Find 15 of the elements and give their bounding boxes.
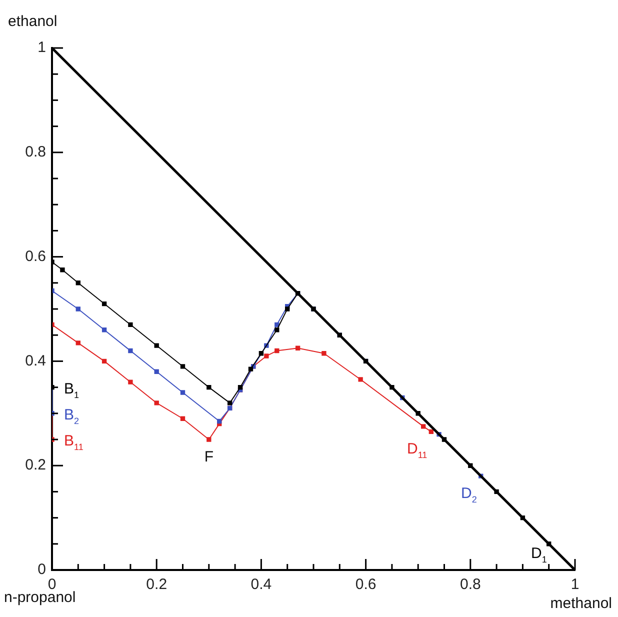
annotation: F	[204, 448, 214, 466]
y-tick-label: 0	[38, 561, 46, 578]
y-tick-label: 0.2	[25, 456, 46, 474]
y-tick-label: 0.4	[25, 352, 46, 370]
y-tick-label: 1	[38, 39, 46, 56]
x-tick-label: 0.6	[355, 576, 376, 594]
y-tick-label: 0.8	[25, 144, 46, 161]
x-tick-label: 0.4	[250, 576, 272, 594]
x-tick-label: 0.2	[146, 576, 168, 594]
y-axis-title: ethanol	[8, 13, 58, 30]
y-tick-label: 0.6	[25, 248, 46, 265]
x-tick-label: 1	[570, 576, 580, 594]
x-tick-label: 0.8	[460, 576, 481, 594]
x-axis-title: methanol	[550, 595, 612, 612]
text: n-propanol	[4, 589, 76, 606]
